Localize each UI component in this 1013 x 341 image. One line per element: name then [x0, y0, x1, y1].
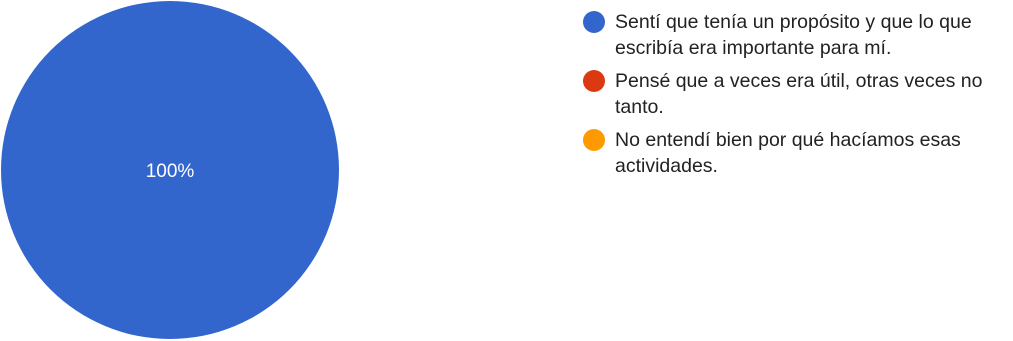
legend-item[interactable]: Sentí que tenía un propósito y que lo qu…: [583, 9, 1008, 61]
legend-label: Sentí que tenía un propósito y que lo qu…: [615, 11, 972, 59]
pie-slice-label: 100%: [146, 161, 195, 182]
legend-label: Pensé que a veces era útil, otras veces …: [615, 70, 983, 118]
pie-chart-plot: 100%: [1, 1, 339, 339]
legend-label: No entendí bien por qué hacíamos esas ac…: [615, 129, 961, 177]
legend: Sentí que tenía un propósito y que lo qu…: [583, 9, 1008, 186]
legend-item[interactable]: Pensé que a veces era útil, otras veces …: [583, 68, 1008, 120]
legend-item[interactable]: No entendí bien por qué hacíamos esas ac…: [583, 127, 1008, 179]
pie-slice[interactable]: [1, 1, 339, 339]
legend-swatch-blue: [583, 11, 605, 33]
legend-swatch-red: [583, 70, 605, 92]
legend-swatch-orange: [583, 129, 605, 151]
